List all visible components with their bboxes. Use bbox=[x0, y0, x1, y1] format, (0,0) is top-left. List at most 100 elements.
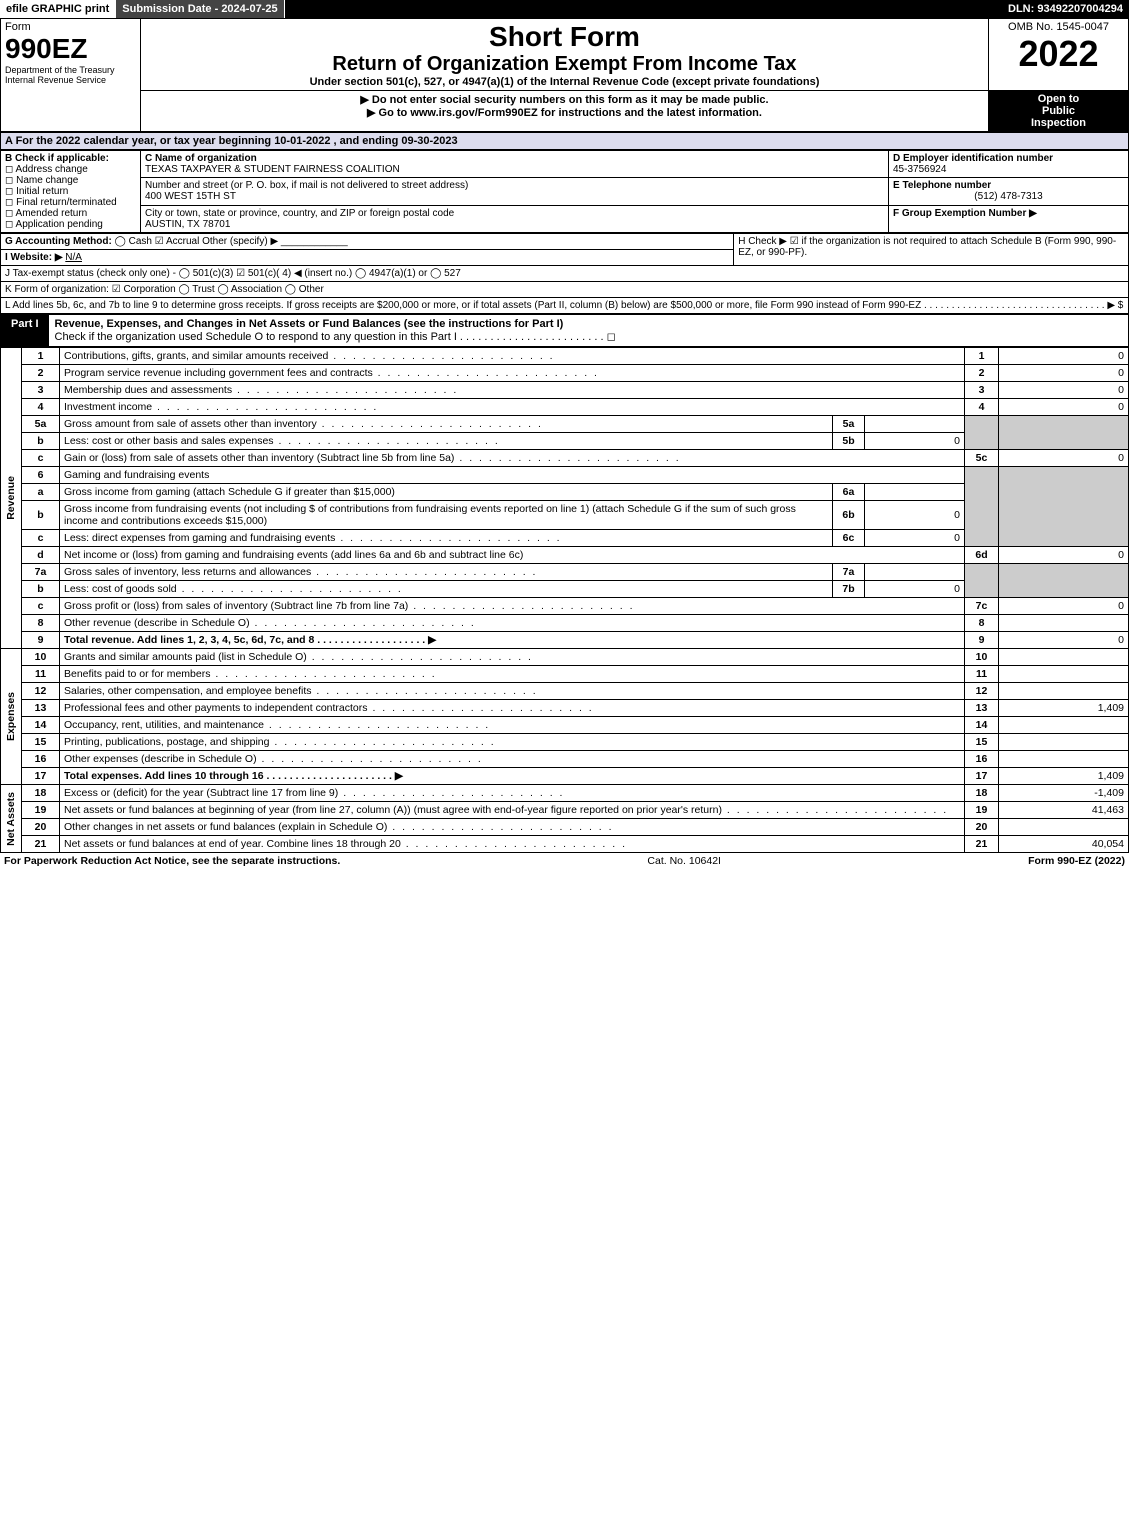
ln13-num: 13 bbox=[22, 700, 60, 717]
form-header: Form 990EZ Department of the Treasury In… bbox=[0, 18, 1129, 132]
ln13-val: 1,409 bbox=[999, 700, 1129, 717]
under-section: Under section 501(c), 527, or 4947(a)(1)… bbox=[145, 76, 984, 88]
ln18-val: -1,409 bbox=[999, 785, 1129, 802]
goto-link[interactable]: ▶ Go to www.irs.gov/Form990EZ for instru… bbox=[145, 106, 984, 119]
ln7a-mval bbox=[865, 564, 965, 581]
ln6a-mnum: 6a bbox=[833, 484, 865, 501]
street-address: 400 WEST 15TH ST bbox=[145, 191, 884, 202]
chk-initial-return[interactable]: ◻ Initial return bbox=[5, 186, 136, 197]
ln14-num: 14 bbox=[22, 717, 60, 734]
ln2-val: 0 bbox=[999, 365, 1129, 382]
ln7c-desc: Gross profit or (loss) from sales of inv… bbox=[60, 598, 965, 615]
ln6d-desc: Net income or (loss) from gaming and fun… bbox=[60, 547, 965, 564]
ln3-val: 0 bbox=[999, 382, 1129, 399]
ln5b-desc: Less: cost or other basis and sales expe… bbox=[60, 433, 833, 450]
ln3-desc: Membership dues and assessments bbox=[60, 382, 965, 399]
ln4-rnum: 4 bbox=[965, 399, 999, 416]
ln13-desc: Professional fees and other payments to … bbox=[60, 700, 965, 717]
ghijkl-table: G Accounting Method: ◯ Cash ☑ Accrual Ot… bbox=[0, 233, 1129, 314]
ln20-desc: Other changes in net assets or fund bala… bbox=[60, 819, 965, 836]
chk-final-return[interactable]: ◻ Final return/terminated bbox=[5, 197, 136, 208]
ln19-val: 41,463 bbox=[999, 802, 1129, 819]
inspection: Inspection bbox=[993, 117, 1124, 129]
ln6c-mnum: 6c bbox=[833, 530, 865, 547]
return-title: Return of Organization Exempt From Incom… bbox=[145, 53, 984, 76]
ln6a-num: a bbox=[22, 484, 60, 501]
cat-no: Cat. No. 10642I bbox=[647, 855, 721, 867]
ln10-val bbox=[999, 649, 1129, 666]
g-accrual[interactable]: ☑ Accrual bbox=[155, 236, 200, 247]
part1-header: Part I Revenue, Expenses, and Changes in… bbox=[0, 314, 1129, 347]
revenue-vlabel: Revenue bbox=[5, 476, 17, 520]
ln18-rnum: 18 bbox=[965, 785, 999, 802]
g-cash[interactable]: ◯ Cash bbox=[115, 236, 152, 247]
ln1-val: 0 bbox=[999, 348, 1129, 365]
ln6-desc: Gaming and fundraising events bbox=[60, 467, 965, 484]
g-label: G Accounting Method: bbox=[5, 236, 112, 247]
ln5b-mval: 0 bbox=[865, 433, 965, 450]
k-form-of-org: K Form of organization: ☑ Corporation ◯ … bbox=[1, 282, 1129, 298]
omb-number: OMB No. 1545-0047 bbox=[993, 21, 1124, 33]
chk-address-change[interactable]: ◻ Address change bbox=[5, 164, 136, 175]
ln17-num: 17 bbox=[22, 768, 60, 785]
paperwork-notice: For Paperwork Reduction Act Notice, see … bbox=[4, 855, 340, 867]
chk-amended-return[interactable]: ◻ Amended return bbox=[5, 208, 136, 219]
ln19-desc: Net assets or fund balances at beginning… bbox=[60, 802, 965, 819]
ln15-num: 15 bbox=[22, 734, 60, 751]
ln16-desc: Other expenses (describe in Schedule O) bbox=[60, 751, 965, 768]
ln8-desc: Other revenue (describe in Schedule O) bbox=[60, 615, 965, 632]
ln19-rnum: 19 bbox=[965, 802, 999, 819]
chk-name-change[interactable]: ◻ Name change bbox=[5, 175, 136, 186]
dept-treasury: Department of the Treasury Internal Reve… bbox=[5, 65, 136, 85]
ln8-val bbox=[999, 615, 1129, 632]
netassets-vlabel: Net Assets bbox=[5, 792, 17, 846]
ln6d-rnum: 6d bbox=[965, 547, 999, 564]
city-state-zip: AUSTIN, TX 78701 bbox=[145, 219, 884, 230]
form-number: 990EZ bbox=[5, 33, 136, 65]
ln11-desc: Benefits paid to or for members bbox=[60, 666, 965, 683]
ln20-rnum: 20 bbox=[965, 819, 999, 836]
ln7b-mval: 0 bbox=[865, 581, 965, 598]
e-phone-label: E Telephone number bbox=[893, 180, 1124, 191]
ln11-rnum: 11 bbox=[965, 666, 999, 683]
ein-value: 45-3756924 bbox=[893, 164, 1124, 175]
meta-table: B Check if applicable: ◻ Address change … bbox=[0, 150, 1129, 233]
ln14-desc: Occupancy, rent, utilities, and maintena… bbox=[60, 717, 965, 734]
ln21-rnum: 21 bbox=[965, 836, 999, 853]
ln6c-mval: 0 bbox=[865, 530, 965, 547]
ln5c-rnum: 5c bbox=[965, 450, 999, 467]
ln5c-desc: Gain or (loss) from sale of assets other… bbox=[60, 450, 965, 467]
i-website-label: I Website: ▶ bbox=[5, 252, 63, 263]
phone-value: (512) 478-7313 bbox=[893, 191, 1124, 202]
expenses-vlabel: Expenses bbox=[5, 692, 17, 741]
ln21-num: 21 bbox=[22, 836, 60, 853]
f-group-exemption: F Group Exemption Number ▶ bbox=[893, 208, 1124, 219]
public: Public bbox=[993, 105, 1124, 117]
submission-date: Submission Date - 2024-07-25 bbox=[116, 0, 284, 18]
efile-print-button[interactable]: efile GRAPHIC print bbox=[0, 0, 116, 18]
ln9-rnum: 9 bbox=[965, 632, 999, 649]
ln7b-mnum: 7b bbox=[833, 581, 865, 598]
ln6b-mnum: 6b bbox=[833, 501, 865, 530]
ln7b-desc: Less: cost of goods sold bbox=[60, 581, 833, 598]
ln10-num: 10 bbox=[22, 649, 60, 666]
ln10-desc: Grants and similar amounts paid (list in… bbox=[60, 649, 965, 666]
ln15-desc: Printing, publications, postage, and shi… bbox=[60, 734, 965, 751]
ln5a-num: 5a bbox=[22, 416, 60, 433]
ln8-rnum: 8 bbox=[965, 615, 999, 632]
ln7c-val: 0 bbox=[999, 598, 1129, 615]
ln12-num: 12 bbox=[22, 683, 60, 700]
g-other[interactable]: Other (specify) ▶ bbox=[202, 236, 278, 247]
ln1-desc: Contributions, gifts, grants, and simila… bbox=[60, 348, 965, 365]
ln7a-num: 7a bbox=[22, 564, 60, 581]
ln20-num: 20 bbox=[22, 819, 60, 836]
ln13-rnum: 13 bbox=[965, 700, 999, 717]
l-gross-receipts: L Add lines 5b, 6c, and 7b to line 9 to … bbox=[1, 298, 1129, 314]
chk-application-pending[interactable]: ◻ Application pending bbox=[5, 219, 136, 230]
tax-year: 2022 bbox=[993, 33, 1124, 75]
ln4-desc: Investment income bbox=[60, 399, 965, 416]
ssn-warning: ▶ Do not enter social security numbers o… bbox=[145, 93, 984, 106]
ln7c-num: c bbox=[22, 598, 60, 615]
ln4-num: 4 bbox=[22, 399, 60, 416]
c-city-label: City or town, state or province, country… bbox=[145, 208, 884, 219]
